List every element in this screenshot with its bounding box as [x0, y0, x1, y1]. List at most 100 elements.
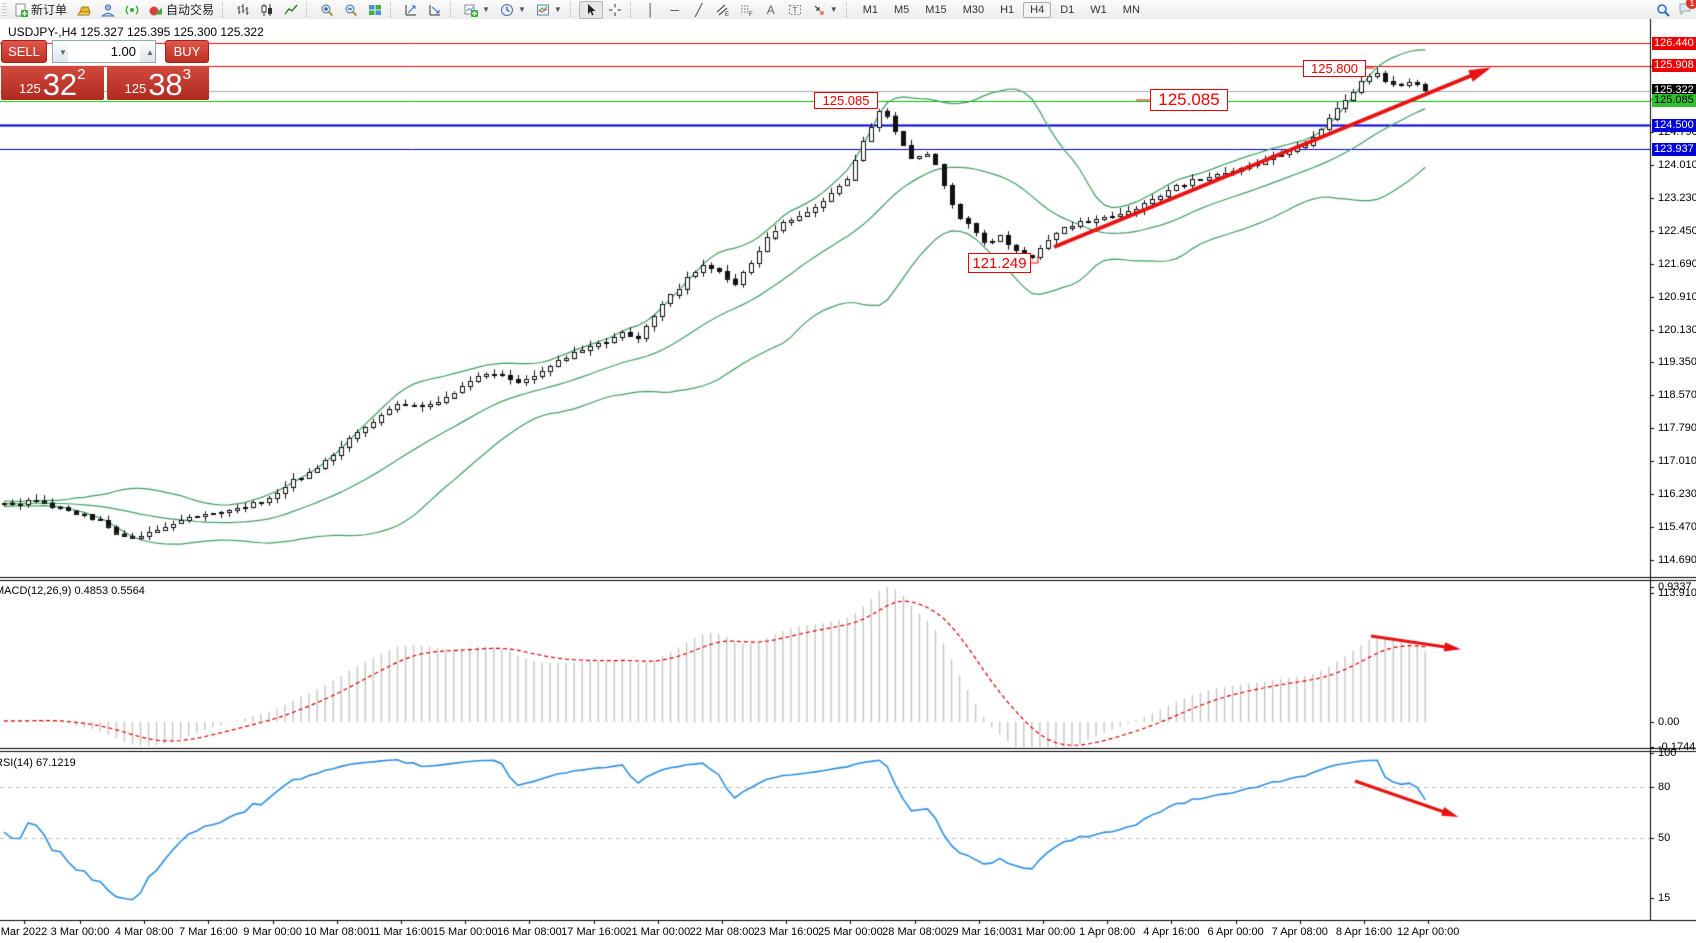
trendline-button[interactable]: ╱	[687, 1, 711, 19]
text-button[interactable]: A	[759, 1, 783, 19]
chart-title: USDJPY-,H4 125.327 125.395 125.300 125.3…	[8, 25, 264, 39]
toolbar-separator	[306, 2, 312, 17]
profile-icon	[101, 3, 115, 16]
sell-price-prefix: 125	[18, 81, 41, 96]
timeframe-mn[interactable]: MN	[1122, 3, 1140, 16]
arrows-tool-icon	[814, 5, 824, 14]
horizontal-line-icon: ─	[670, 2, 680, 17]
templates-icon	[536, 4, 549, 15]
profile-button[interactable]	[96, 1, 120, 19]
vertical-line-button[interactable]: │	[639, 1, 663, 19]
text-icon: A	[766, 2, 775, 17]
svg-text:T: T	[792, 6, 797, 15]
timeframe-m1[interactable]: M1	[862, 3, 878, 16]
equidistant-channel-button[interactable]: E	[711, 1, 735, 19]
auto-trading-button[interactable]: 自动交易	[144, 0, 219, 20]
zoom-out-icon	[345, 4, 358, 16]
macd-pane-separator[interactable]	[0, 576, 1696, 581]
price-chart-canvas[interactable]	[0, 19, 1696, 943]
svg-text:F: F	[749, 12, 753, 17]
line-chart-button[interactable]	[279, 1, 303, 19]
price-annotation-label[interactable]: 121.249	[968, 253, 1031, 273]
text-label-button[interactable]: T	[783, 1, 807, 19]
new-order-icon	[15, 3, 28, 17]
sell-price-button[interactable]: 125 32 2	[1, 66, 104, 100]
vertical-line-icon: │	[647, 2, 655, 17]
horizontal-line-button[interactable]: ─	[663, 1, 687, 19]
arrange-cascade-button[interactable]	[423, 1, 447, 19]
notification-badge: 1	[1686, 0, 1696, 9]
arrange-cascade-icon	[429, 4, 441, 15]
toolbar-grip[interactable]	[2, 3, 7, 16]
crosshair-icon	[608, 3, 621, 16]
zoom-out-button[interactable]	[339, 1, 363, 19]
zoom-in-icon	[321, 4, 334, 16]
text-label-icon: T	[788, 4, 801, 15]
sell-button[interactable]: SELL	[1, 40, 47, 63]
price-annotation-label[interactable]: 125.800	[1303, 60, 1366, 77]
new-order-label: 新订单	[31, 3, 68, 17]
search-icon[interactable]	[1656, 3, 1670, 17]
price-annotation-label[interactable]: 125.085	[1150, 89, 1228, 111]
tile-windows-button[interactable]	[363, 1, 387, 19]
toolbar-separator	[845, 2, 852, 17]
sell-price-big: 32	[42, 67, 78, 102]
templates-button[interactable]: ▼	[531, 1, 567, 19]
periods-clock-icon	[500, 3, 513, 16]
timeframe-w1[interactable]: W1	[1090, 3, 1107, 16]
volume-increase-button[interactable]: ▲	[140, 41, 155, 62]
buy-price-prefix: 125	[124, 81, 147, 96]
bar-chart-icon	[237, 3, 249, 15]
toolbar-separator	[450, 2, 456, 17]
buy-price-big: 38	[148, 67, 183, 102]
auto-trading-label: 自动交易	[166, 3, 215, 17]
fibonacci-icon: F	[740, 5, 753, 17]
fibonacci-button[interactable]: F	[735, 1, 759, 19]
zoom-in-button[interactable]	[315, 1, 339, 19]
rsi-pane-separator[interactable]	[0, 747, 1696, 752]
dropdown-caret-icon: ▼	[517, 5, 526, 14]
toolbar-separator	[629, 2, 636, 17]
sell-price-pip: 2	[77, 66, 86, 83]
one-click-trading-panel: SELL ▼ ▲ BUY 125 32 2 125 38 3	[1, 40, 209, 100]
timeframe-m15[interactable]: M15	[925, 3, 947, 16]
dropdown-caret-icon: ▼	[829, 5, 838, 14]
new-chart-button[interactable]: ▼	[459, 1, 495, 19]
gold-icon	[77, 6, 91, 15]
new-order-button[interactable]: 新订单	[9, 0, 72, 20]
price-annotation-label[interactable]: 125.085	[814, 92, 878, 109]
volume-decrease-button[interactable]: ▼	[53, 41, 68, 62]
candle-chart-icon	[261, 3, 273, 16]
candle-chart-button[interactable]	[255, 1, 279, 19]
buy-price-pip: 3	[182, 66, 192, 83]
timeframe-m30[interactable]: M30	[962, 3, 985, 16]
volume-input[interactable]	[68, 41, 140, 62]
dropdown-caret-icon: ▼	[482, 5, 490, 14]
timeframe-h1[interactable]: H1	[1000, 3, 1015, 16]
crosshair-button[interactable]	[603, 1, 627, 19]
gold-button[interactable]	[72, 1, 96, 19]
buy-price-button[interactable]: 125 38 3	[106, 66, 209, 102]
signals-icon	[125, 5, 139, 14]
signals-button[interactable]	[120, 1, 144, 19]
trendline-icon: ╱	[695, 2, 703, 17]
arrows-tool-button[interactable]: ▼	[807, 1, 843, 19]
timeframe-m5[interactable]: M5	[894, 3, 910, 16]
timeframe-group: M1 M5 M15 M30 H1 H4 D1 W1 MN	[855, 0, 1148, 19]
toolbar-separator	[569, 2, 576, 17]
line-chart-icon	[284, 4, 298, 14]
timeframe-h4[interactable]: H4	[1023, 1, 1052, 18]
cursor-button[interactable]	[578, 0, 603, 19]
chart-window: USDJPY-,H4 125.327 125.395 125.300 125.3…	[0, 19, 1696, 943]
buy-button[interactable]: BUY	[165, 40, 209, 63]
toolbar-separator	[222, 2, 228, 17]
dropdown-caret-icon: ▼	[553, 5, 562, 14]
timeframe-d1[interactable]: D1	[1060, 3, 1075, 16]
chat-button[interactable]: 1	[1678, 0, 1696, 18]
new-chart-icon	[464, 4, 479, 17]
arrange-auto-button[interactable]	[399, 1, 423, 19]
bar-chart-button[interactable]	[231, 1, 255, 19]
periods-button[interactable]: ▼	[495, 1, 531, 19]
equidistant-channel-icon: E	[716, 4, 729, 17]
auto-trading-icon	[149, 6, 163, 15]
